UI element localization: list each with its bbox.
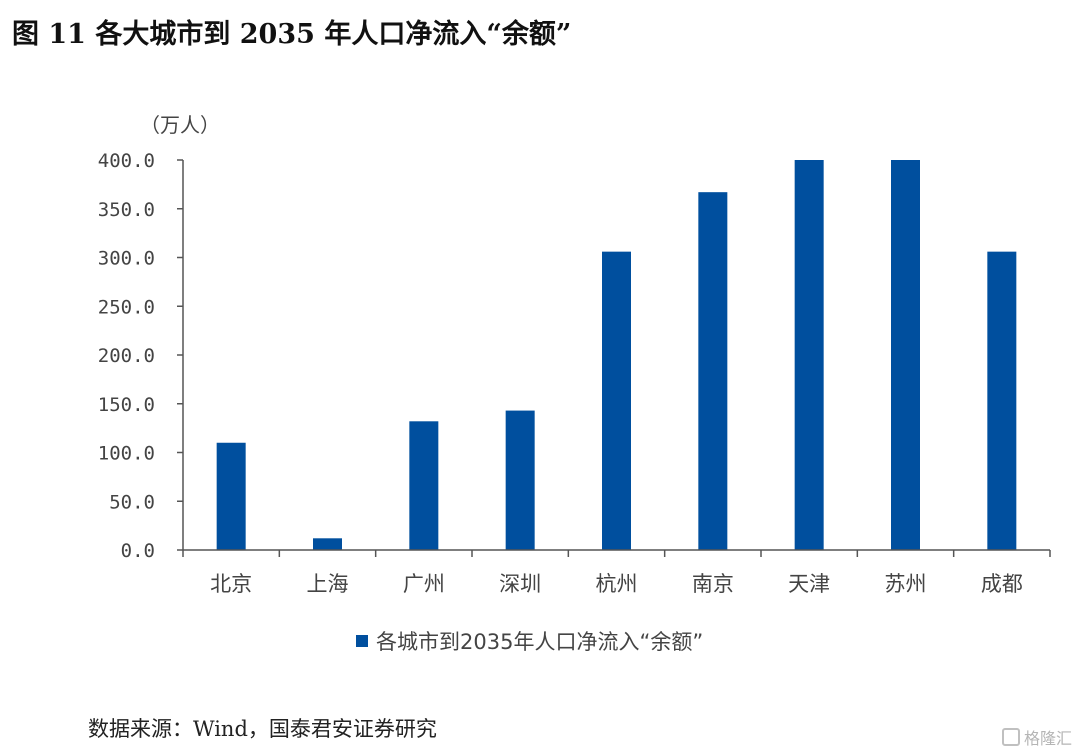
- x-axis: 北京 上海 广州 深圳 杭州 南京 天津 苏州 成都: [182, 549, 1051, 596]
- legend: 各城市到2035年人口净流入“余额”: [356, 630, 703, 654]
- x-tick-label: 杭州: [596, 572, 638, 596]
- y-tick-label: 50.0: [109, 491, 155, 513]
- y-tick-label: 0.0: [121, 540, 155, 562]
- x-tick-label: 深圳: [499, 572, 541, 596]
- y-tick-label: 150.0: [98, 394, 155, 416]
- bars-group: [216, 160, 1017, 551]
- y-tick-label: 400.0: [98, 150, 155, 172]
- x-tick-label: 天津: [788, 572, 830, 596]
- y-axis: 0.0 50.0 100.0 150.0 200.0 250.0 300.0 350.0 400…: [98, 150, 184, 562]
- x-tick-label: 成都: [981, 572, 1023, 596]
- figure-title: 图 11 各大城市到 2035 年人口净流入“余额”: [12, 19, 572, 50]
- y-tick-label: 200.0: [98, 345, 155, 367]
- bar: [313, 538, 342, 550]
- source-note: 数据来源：Wind，国泰君安证券研究: [88, 717, 437, 741]
- y-tick-label: 100.0: [98, 443, 155, 465]
- x-tick-label: 苏州: [885, 572, 927, 596]
- y-tick-label: 250.0: [98, 296, 155, 318]
- bar: [409, 421, 439, 550]
- x-tick-label: 上海: [307, 572, 349, 596]
- watermark: 格隆汇: [1001, 725, 1072, 749]
- legend-label: 各城市到2035年人口净流入“余额”: [376, 630, 703, 654]
- y-axis-unit-label: （万人）: [140, 113, 220, 137]
- x-tick-label: 南京: [692, 572, 734, 596]
- x-tick-label: 广州: [403, 572, 445, 596]
- bar: [891, 160, 920, 550]
- x-tick-label: 北京: [210, 572, 252, 596]
- y-tick-label: 300.0: [98, 248, 155, 270]
- bar: [216, 442, 246, 550]
- bar: [602, 251, 631, 550]
- bar-chart: （万人） 0.0 50.0 100.0 150.0 200.0 250.0 300.0 350…: [98, 113, 1051, 654]
- bar: [698, 192, 728, 551]
- legend-swatch: [356, 635, 368, 647]
- bar: [987, 251, 1017, 550]
- watermark-logo-icon: [1001, 728, 1020, 746]
- y-tick-label: 350.0: [98, 199, 155, 221]
- watermark-text: 格隆汇: [1023, 729, 1072, 748]
- bar: [505, 410, 535, 550]
- bar: [794, 160, 824, 550]
